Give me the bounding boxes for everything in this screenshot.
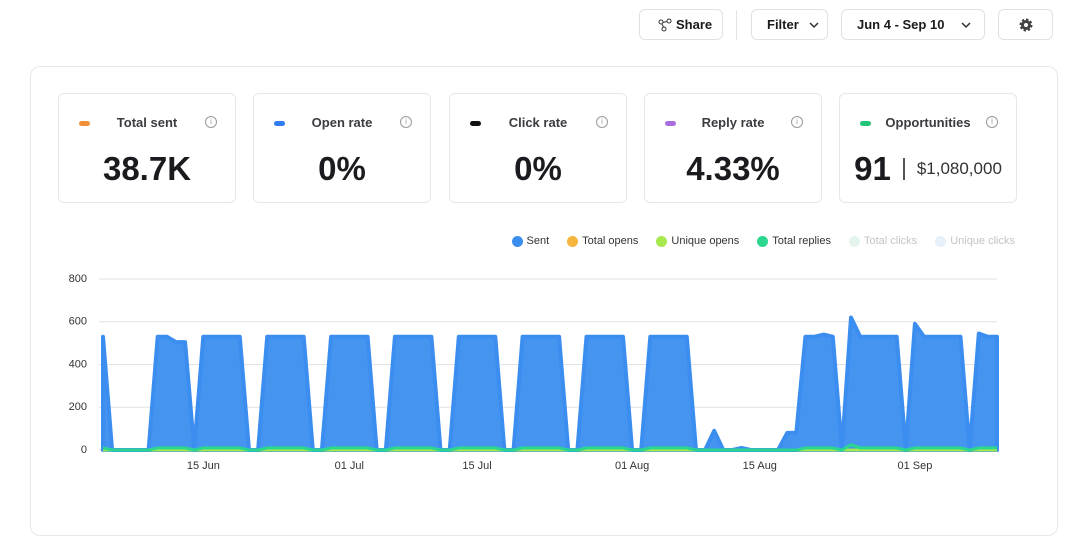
stat-card: Click rate i 0% — [449, 93, 627, 203]
color-dot — [665, 121, 676, 126]
info-icon: i — [986, 116, 998, 128]
chart: 0 200 400 600 800 15 Jun 01 Jul 15 Jul 01 Aug 15 … — [69, 273, 999, 472]
card-value-number: 38.7K — [102, 150, 192, 187]
card-value-number: 4.33% — [686, 150, 780, 187]
card-label: Opportunities — [885, 115, 971, 130]
info-icon: i — [791, 116, 803, 128]
page: Share Filter Jun 4 - Sep 10 Total sent i 3… — [30, 9, 1058, 536]
color-dot — [274, 121, 285, 126]
legend-item: Total replies — [757, 235, 831, 247]
x-tick-label: 01 Jul — [335, 460, 364, 472]
card-amount: $1,080,000 — [916, 159, 1002, 178]
card-value-number: 0% — [318, 150, 366, 187]
legend-swatch — [757, 235, 769, 247]
y-tick-label: 400 — [69, 358, 87, 370]
card-value: 38.7K — [59, 150, 235, 188]
info-icon: i — [205, 116, 217, 128]
card-value: 91 $1,080,000 — [840, 150, 1016, 188]
legend-label: Unique opens — [671, 235, 740, 247]
info-icon: i — [400, 116, 412, 128]
legend-swatch — [935, 235, 947, 247]
legend-swatch — [849, 235, 860, 247]
divider — [902, 158, 905, 180]
share-icon — [658, 18, 672, 31]
card-value-number: 91 — [854, 150, 891, 187]
y-tick-label: 800 — [69, 273, 87, 285]
legend-swatch — [511, 235, 523, 247]
stat-card: Opportunities i 91 $1,080,000 — [839, 93, 1017, 203]
legend-label: Sent — [526, 235, 550, 247]
stat-card: Open rate i 0% — [253, 93, 431, 203]
date-range-button[interactable]: Jun 4 - Sep 10 — [841, 9, 985, 40]
filter-button[interactable]: Filter — [751, 9, 828, 40]
card-value-number: 0% — [514, 150, 562, 187]
card-label: Click rate — [508, 115, 568, 130]
chevron — [961, 21, 971, 28]
share-button[interactable]: Share — [639, 9, 723, 40]
x-tick-label: 01 Sep — [897, 460, 932, 472]
legend-item: Sent — [511, 235, 550, 247]
legend-swatch — [656, 235, 668, 247]
color-dot — [860, 121, 871, 126]
x-tick-label: 01 Aug — [615, 460, 649, 472]
info-icon: i — [596, 116, 608, 128]
legend-item: Unique clicks — [935, 235, 1015, 247]
share-label: Share — [676, 17, 713, 32]
card-value: 4.33% — [645, 150, 821, 188]
y-tick-label: 200 — [69, 401, 87, 413]
date-range-label: Jun 4 - Sep 10 — [857, 17, 945, 32]
legend-item: Total opens — [567, 235, 638, 247]
card-label: Total sent — [116, 115, 178, 130]
stat-card: Total sent i 38.7K — [58, 93, 236, 203]
card-value: 0% — [450, 150, 626, 188]
legend-item: Total clicks — [849, 235, 917, 247]
chevron — [809, 21, 819, 28]
legend: Sent Total opens Unique opens Total replies… — [511, 235, 1015, 247]
color-dot — [470, 121, 481, 126]
card-label: Open rate — [311, 115, 373, 130]
separator — [736, 10, 737, 40]
series-area — [101, 315, 999, 452]
x-tick-label: 15 Jul — [462, 460, 491, 472]
legend-item: Unique opens — [656, 235, 739, 247]
y-tick-label: 0 — [81, 444, 87, 456]
legend-swatch — [567, 235, 579, 247]
settings-button[interactable] — [998, 9, 1053, 40]
y-tick-label: 600 — [69, 316, 87, 328]
card-value: 0% — [254, 150, 430, 188]
legend-label: Total replies — [772, 235, 831, 247]
x-tick-label: 15 Jun — [187, 460, 220, 472]
card-label: Reply rate — [701, 115, 765, 130]
color-dot — [79, 121, 90, 126]
filter-label: Filter — [767, 17, 799, 32]
stat-card: Reply rate i 4.33% — [644, 93, 822, 203]
series-line — [102, 443, 997, 452]
gear-icon — [1019, 18, 1032, 31]
legend-label: Unique clicks — [950, 235, 1015, 247]
x-tick-label: 15 Aug — [743, 460, 777, 472]
legend-label: Total clicks — [864, 235, 918, 247]
legend-label: Total opens — [582, 235, 639, 247]
